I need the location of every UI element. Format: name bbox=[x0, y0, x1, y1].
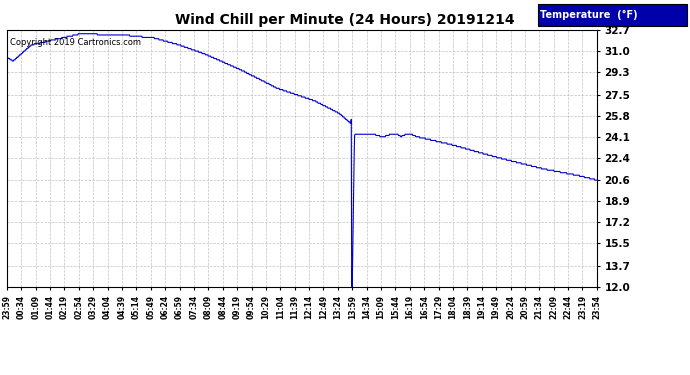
Text: Temperature  (°F): Temperature (°F) bbox=[540, 10, 637, 20]
Text: Copyright 2019 Cartronics.com: Copyright 2019 Cartronics.com bbox=[10, 38, 141, 47]
Text: Wind Chill per Minute (24 Hours) 20191214: Wind Chill per Minute (24 Hours) 2019121… bbox=[175, 13, 515, 27]
